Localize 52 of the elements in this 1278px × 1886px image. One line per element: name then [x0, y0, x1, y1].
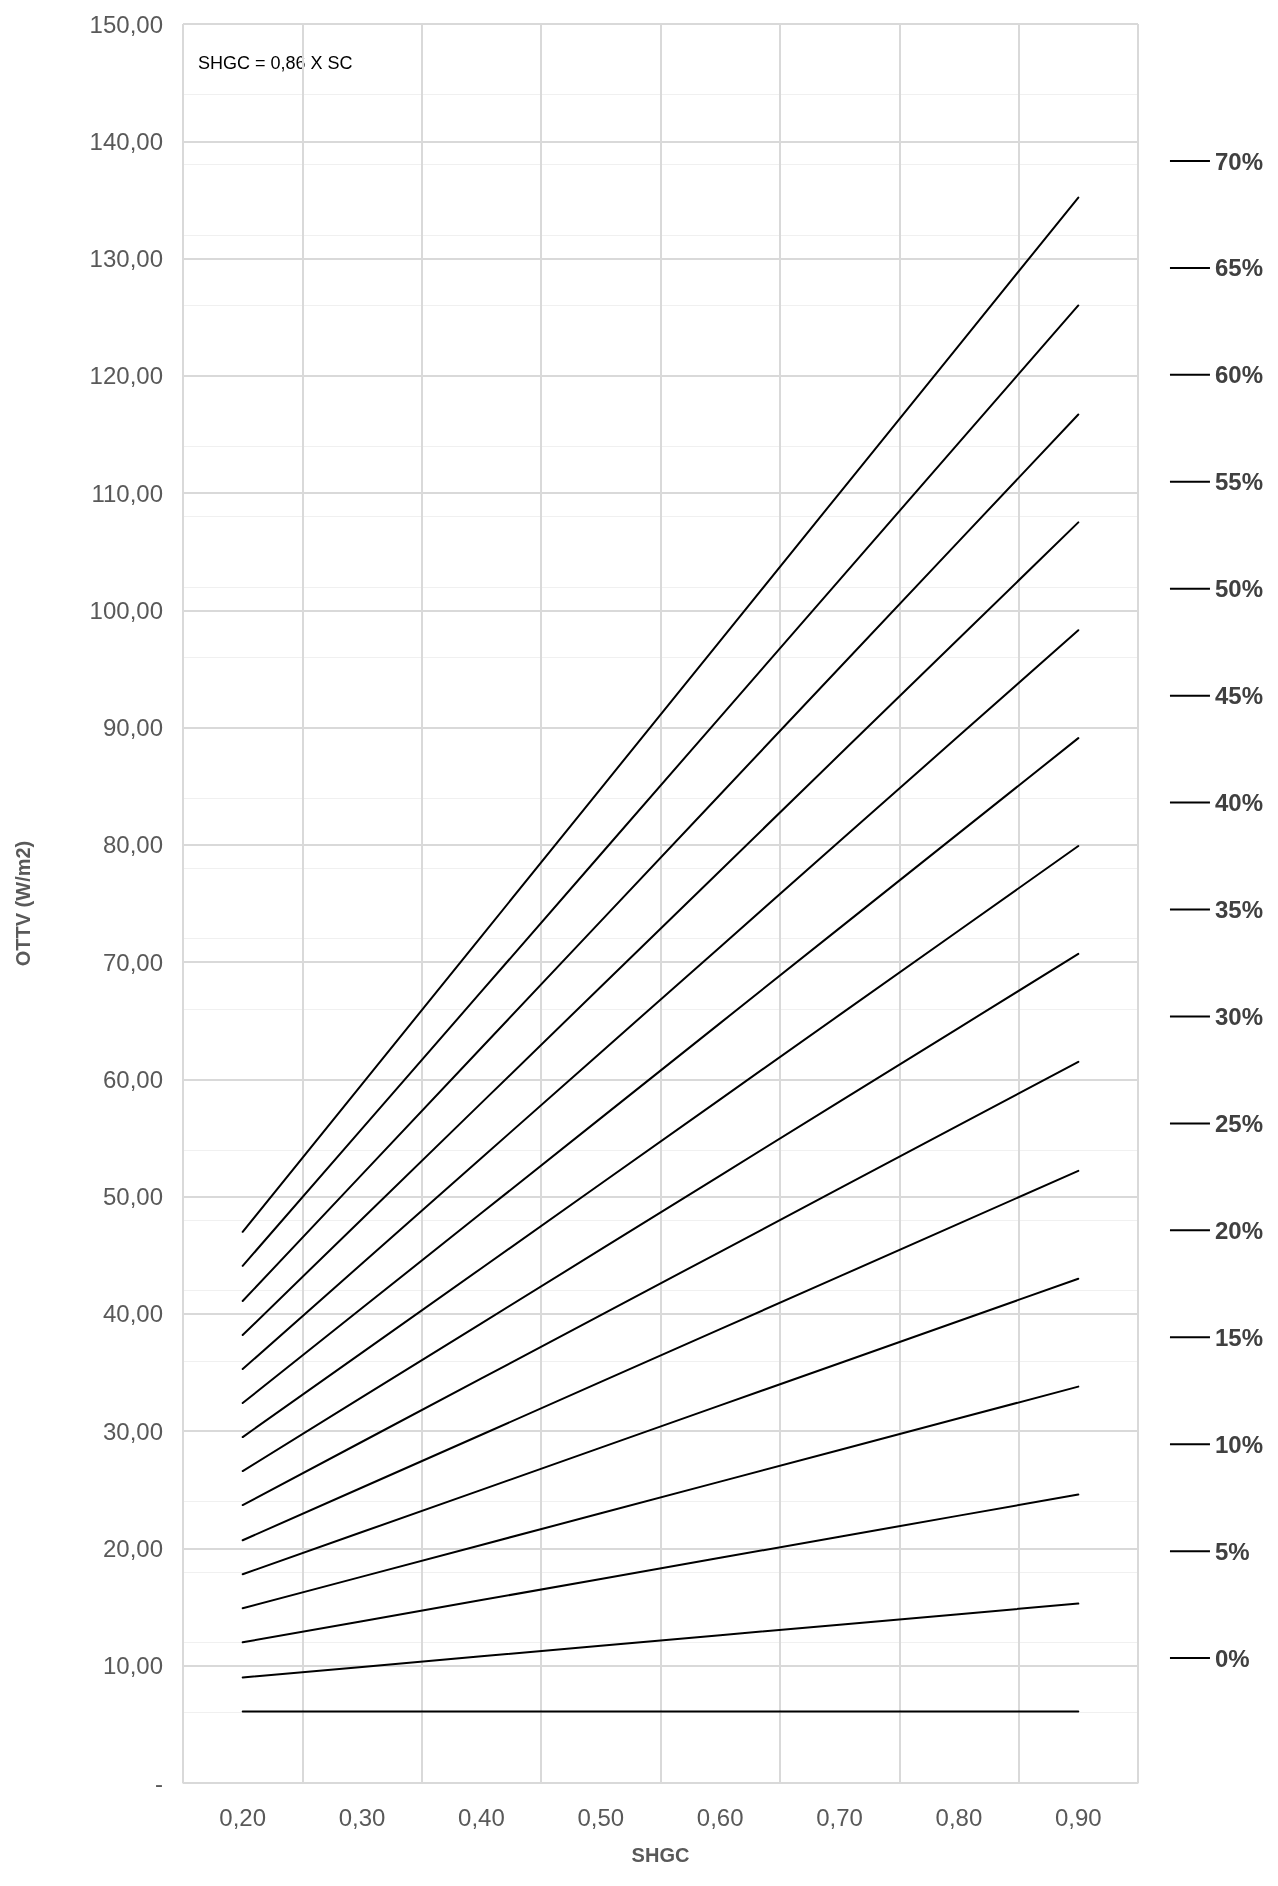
- legend-label: 60%: [1214, 361, 1264, 389]
- x-tick-label: 0,40: [458, 1803, 505, 1831]
- y-tick-label: 90,00: [102, 714, 163, 742]
- y-axis-title: OTTV (W/m2): [12, 840, 34, 967]
- y-tick-label: 50,00: [102, 1183, 163, 1211]
- x-tick-label: 0,30: [338, 1803, 386, 1831]
- legend-label: 45%: [1214, 682, 1264, 710]
- line-series: [241, 1493, 1080, 1644]
- legend-label: 40%: [1214, 789, 1264, 817]
- y-tick-label: 110,00: [91, 479, 163, 507]
- legend-label: 5%: [1214, 1537, 1250, 1565]
- legend-label: 65%: [1214, 254, 1264, 282]
- legend-label: 0%: [1214, 1644, 1250, 1672]
- line-series: [241, 1385, 1080, 1610]
- y-tick-label: -: [155, 1769, 163, 1797]
- y-tick-label: 120,00: [89, 362, 163, 390]
- y-tick-label: 70,00: [102, 948, 163, 976]
- legend-label: 50%: [1214, 575, 1264, 603]
- legend-label: 30%: [1214, 1002, 1264, 1030]
- line-series: [241, 1060, 1080, 1507]
- y-tick-label: 80,00: [102, 831, 163, 859]
- y-tick-label: 10,00: [102, 1652, 163, 1680]
- y-tick-label: 140,00: [89, 127, 163, 155]
- x-tick-label: 0,20: [219, 1803, 267, 1831]
- y-tick-label: 30,00: [102, 1417, 163, 1445]
- legend-label: 35%: [1214, 896, 1264, 924]
- y-tick-label: 60,00: [102, 1065, 163, 1093]
- legend-label: 70%: [1214, 147, 1264, 175]
- line-series: [241, 737, 1080, 1405]
- line-series: [241, 1277, 1080, 1576]
- legend-label: 20%: [1214, 1216, 1264, 1244]
- line-series: [241, 521, 1080, 1337]
- x-tick-label: 0,50: [577, 1803, 625, 1831]
- legend-label: 55%: [1214, 468, 1264, 496]
- x-tick-label: 0,90: [1054, 1803, 1102, 1831]
- legend-label: 10%: [1214, 1430, 1264, 1458]
- line-series: [241, 1169, 1080, 1542]
- line-series: [241, 952, 1080, 1473]
- line-series: [241, 1602, 1080, 1679]
- y-tick-label: 20,00: [102, 1534, 163, 1562]
- line-series: [241, 629, 1080, 1371]
- line-series: [241, 845, 1080, 1439]
- y-tick-label: 40,00: [102, 1300, 163, 1328]
- x-axis-title: SHGC: [631, 1844, 690, 1866]
- x-tick-label: 0,60: [696, 1803, 744, 1831]
- legend-label: 15%: [1214, 1323, 1264, 1351]
- x-tick-label: 0,70: [816, 1803, 863, 1831]
- legend-label: 25%: [1214, 1109, 1264, 1137]
- y-tick-label: 150,00: [89, 10, 163, 38]
- y-tick-label: 100,00: [89, 596, 163, 624]
- x-tick-label: 0,80: [935, 1803, 983, 1831]
- y-tick-label: 130,00: [89, 245, 163, 273]
